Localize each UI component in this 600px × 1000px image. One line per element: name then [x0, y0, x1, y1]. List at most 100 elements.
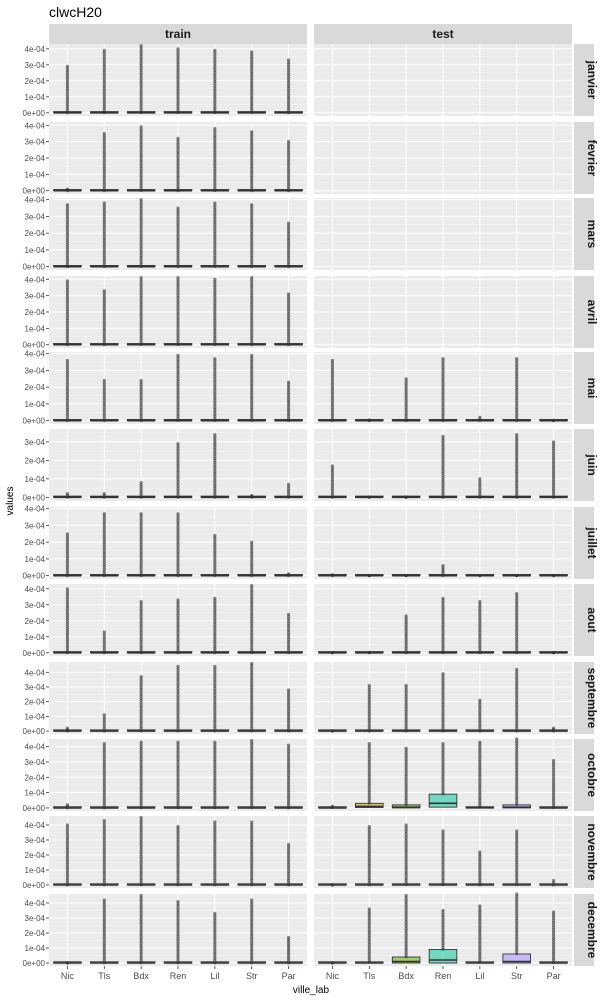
y-tick-label: 1e-04 [25, 789, 46, 798]
outlier-point [65, 615, 70, 620]
outlier-point [176, 82, 180, 86]
outlier-point [286, 307, 291, 312]
outlier-point [102, 82, 106, 86]
outlier-point [367, 931, 371, 936]
outlier-point [102, 523, 106, 527]
outlier-point [250, 240, 254, 244]
outlier-point [551, 952, 556, 956]
outlier-point [176, 512, 180, 516]
outlier-point [286, 95, 291, 99]
outlier-point [286, 628, 291, 632]
outlier-point [250, 617, 254, 621]
outlier-point [286, 327, 291, 331]
outlier-point [176, 106, 180, 110]
outlier-point [213, 102, 217, 106]
outlier-point [515, 432, 519, 437]
outlier-point [441, 374, 445, 378]
outlier-point [213, 155, 217, 159]
outlier-point [139, 613, 143, 617]
box-train-novembre-bdx [126, 815, 156, 887]
outlier-point [441, 412, 445, 416]
outlier-point [213, 160, 217, 164]
box-train-mai-nic [53, 358, 82, 423]
outlier-point [102, 396, 106, 400]
outlier-point [139, 611, 143, 615]
outlier-point [250, 586, 254, 590]
y-tick-label: 4e-04 [25, 275, 46, 284]
outlier-point [176, 950, 180, 954]
outlier-point [139, 235, 143, 240]
outlier-point [404, 403, 408, 407]
outlier-point [102, 759, 106, 763]
outlier-point [102, 512, 106, 516]
outlier-point [139, 142, 143, 147]
outlier-point [102, 84, 106, 88]
outlier-point [176, 620, 180, 624]
outlier-point [139, 764, 143, 768]
outlier-point [213, 671, 217, 675]
outlier-point [176, 669, 180, 673]
outlier-point [367, 920, 371, 924]
outlier-point [441, 414, 445, 418]
outlier-point [65, 394, 70, 398]
outlier-point [441, 683, 445, 687]
outlier-point [102, 838, 106, 843]
x-axis: Nic Tls Bdx Ren Lil Str Par Nic Tls Bdx Ren Lil Str P… [61, 966, 561, 981]
outlier-point [330, 403, 335, 407]
outlier-point [65, 536, 70, 540]
outlier-point [551, 473, 556, 477]
outlier-point [102, 717, 106, 722]
outlier-point [213, 57, 217, 61]
outlier-point [65, 323, 70, 327]
outlier-point [515, 939, 519, 943]
outlier-point [404, 399, 408, 403]
outlier-point [65, 227, 70, 231]
outlier-point [176, 680, 180, 684]
outlier-point [367, 918, 371, 922]
outlier-point [176, 766, 180, 770]
outlier-point [176, 762, 180, 766]
outlier-point [65, 310, 70, 314]
outlier-point [65, 245, 70, 249]
outlier-point [250, 203, 254, 207]
y-tick-label: 4e-04 [25, 821, 46, 830]
box-test-aout-lil [465, 600, 495, 655]
outlier-point [102, 256, 106, 260]
outlier-point [65, 872, 70, 876]
outlier-point [176, 307, 180, 311]
outlier-point [515, 624, 519, 629]
outlier-point [65, 301, 70, 305]
outlier-point [404, 401, 408, 405]
panel-train-decembre [49, 893, 307, 966]
outlier-point [213, 363, 217, 367]
box-train-decembre-ren [163, 899, 193, 965]
outlier-point [102, 757, 106, 761]
outlier-point [102, 245, 106, 249]
outlier-point [65, 635, 70, 639]
outlier-point [102, 387, 106, 391]
outlier-point [404, 825, 408, 829]
outlier-point [330, 488, 335, 493]
box-body [428, 793, 458, 808]
outlier-point [515, 403, 519, 407]
outlier-point [213, 229, 217, 234]
outlier-point [478, 604, 482, 608]
outlier-point [213, 775, 217, 779]
outlier-point [176, 921, 180, 926]
outlier-point [176, 926, 180, 930]
outlier-point [441, 840, 445, 844]
outlier-point [102, 378, 106, 383]
outlier-point [65, 334, 70, 338]
panel-test-avril [314, 276, 572, 348]
outlier-point [213, 216, 217, 220]
outlier-point [286, 296, 291, 301]
outlier-point [65, 803, 70, 807]
outlier-point [139, 175, 143, 179]
outlier-point [515, 925, 519, 929]
outlier-point [139, 747, 143, 751]
outlier-point [176, 327, 180, 331]
outlier-point [515, 709, 519, 713]
outlier-point [65, 381, 70, 385]
box-train-aout-par [274, 612, 303, 655]
outlier-point [102, 818, 106, 823]
